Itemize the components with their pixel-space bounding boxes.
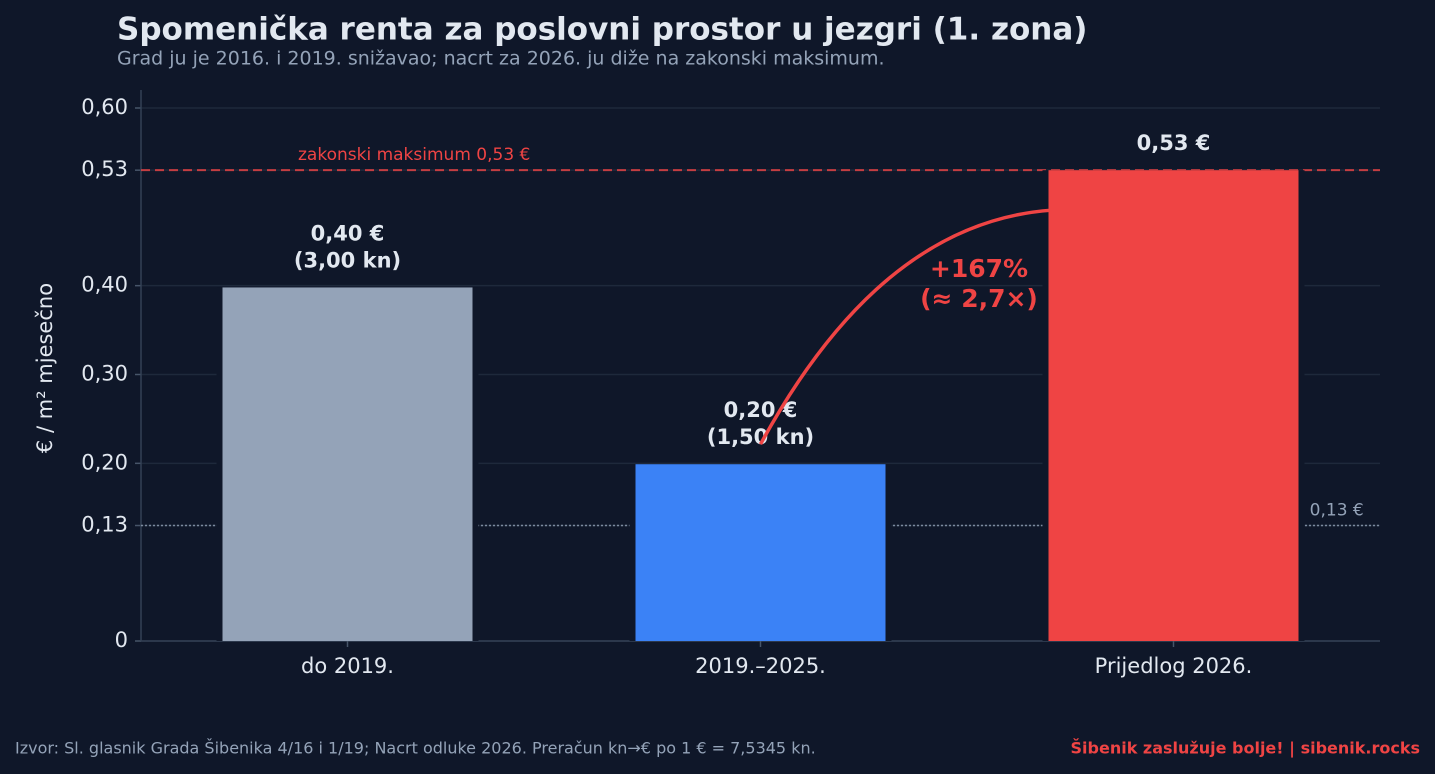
y-axis-label: € / m² mjesečno [33,283,57,453]
y-tick-label: 0,60 [81,95,128,119]
chart-title: Spomenička renta za poslovni prostor u j… [117,12,1087,48]
brand: Šibenik zaslužuje bolje! | sibenik.rocks [1071,739,1421,759]
kuna-label: (1,50 kn) [707,425,814,449]
x-tick-label: Prijedlog 2026. [1095,654,1253,678]
change-arrow [758,208,1052,446]
source-note: Izvor: Sl. glasnik Grada Šibenika 4/16 i… [15,739,816,758]
kuna-label: (3,00 kn) [294,248,401,272]
y-tick-label: 0,20 [81,450,128,474]
y-tick-label: 0,13 [81,513,128,537]
y-tick-label: 0,40 [81,273,128,297]
y-tick-label: 0 [115,628,128,652]
bar [635,464,886,641]
y-tick-label: 0,30 [81,362,128,386]
chart-subtitle: Grad ju je 2016. i 2019. snižavao; nacrt… [117,48,885,70]
bar [1048,170,1299,641]
x-tick-label: do 2019. [301,654,394,678]
value-label: 0,40 € [311,221,385,245]
change-annotation: (≈ 2,7×) [920,284,1038,313]
reference-label: zakonski maksimum 0,53 € [298,145,530,165]
bar [222,287,473,641]
x-tick-label: 2019.–2025. [695,654,826,678]
change-annotation: +167% [930,254,1028,283]
value-label: 0,53 € [1137,131,1211,155]
y-tick-label: 0,53 [81,157,128,181]
